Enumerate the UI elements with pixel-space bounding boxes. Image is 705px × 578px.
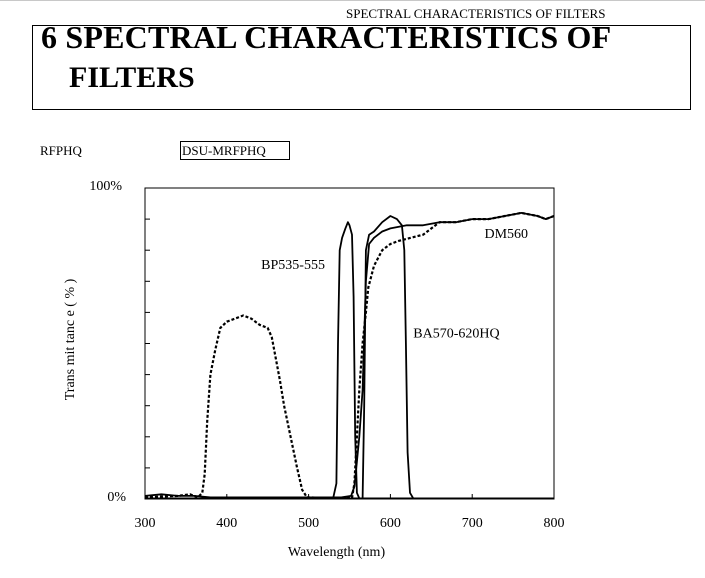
curve-dm560 [144,212,555,499]
x-tick-label: 400 [216,516,237,531]
x-tick-label: 800 [544,516,565,531]
x-tick-label: 500 [298,516,319,531]
curve-label-dm560: DM560 [484,227,528,242]
section-title-line1: 6 SPECTRAL CHARACTERISTICS OF [41,19,612,55]
model-label-rfphq: RFPHQ [40,143,82,158]
curve-label-ba570-620hq: BA570-620HQ [413,326,499,341]
y-tick-label-bottom: 0% [107,490,126,505]
section-title-line2: FILTERS [69,61,195,94]
top-rule [0,0,705,1]
x-tick-label: 700 [462,516,483,531]
x-tick-label: 600 [380,516,401,531]
x-tick-label: 300 [135,516,156,531]
curve-label-bp535-555: BP535-555 [261,258,325,273]
curves: BP535-555 DM560 BA570-620HQ [144,211,555,500]
section-title-box: 6 SPECTRAL CHARACTERISTICS OF FILTERS [32,19,691,110]
x-axis-title: Wavelength (nm) [288,545,386,560]
y-tick-label-top: 100% [89,179,122,194]
x-axis-ticks: 300 400 500 600 700 800 [135,494,565,531]
model-label-dsu-mrfphq: DSU-MRFPHQ [180,141,290,160]
y-axis-ticks [145,218,150,469]
y-axis-title: Trans mit tanc e ( % ) [63,278,78,400]
curve-excitation [144,211,555,500]
running-header: SPECTRAL CHARACTERISTICS OF FILTERS [346,6,606,21]
